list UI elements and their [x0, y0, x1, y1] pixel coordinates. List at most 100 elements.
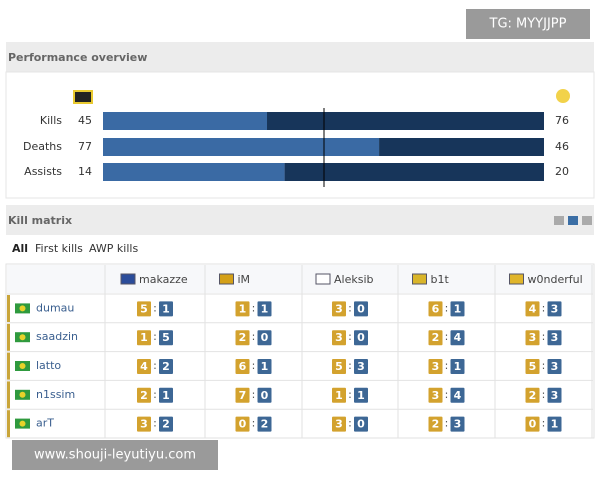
deaths-badge [547, 359, 562, 374]
kills-value: 2 [239, 331, 247, 344]
separator: : [252, 301, 256, 314]
column-header[interactable]: b1t [431, 273, 450, 286]
kills-value: 4 [529, 302, 537, 315]
column-header[interactable]: makazze [139, 273, 188, 286]
bar-segment [103, 163, 285, 181]
deaths-value: 0 [357, 331, 365, 344]
deaths-value: 3 [551, 302, 559, 315]
bar-segment [267, 112, 544, 130]
deaths-badge [159, 330, 173, 346]
stat-label: Kills [40, 114, 62, 127]
bar-segment [103, 138, 380, 156]
kills-value: 3 [432, 360, 440, 373]
deaths-value: 1 [261, 360, 269, 373]
kills-value: 1 [140, 331, 148, 344]
tab[interactable]: All [12, 242, 28, 255]
kills-value: 6 [239, 360, 247, 373]
deaths-value: 1 [551, 418, 559, 431]
bar-segment [379, 138, 544, 156]
column-header[interactable]: w0nderful [528, 273, 583, 286]
section-title: Kill matrix [8, 214, 72, 227]
deaths-badge [354, 387, 368, 403]
deaths-value: 1 [454, 360, 462, 373]
deaths-badge [159, 359, 173, 374]
deaths-value: 1 [454, 302, 462, 315]
kills-badge [235, 416, 250, 432]
bar-segment [103, 112, 268, 130]
watermark-box [12, 440, 218, 470]
watermark: TG: MYYJJPP [489, 17, 567, 32]
column-header[interactable]: iM [238, 273, 251, 286]
deaths-badge [159, 301, 173, 317]
player-name[interactable]: saadzin [36, 330, 78, 343]
flag-center [19, 363, 26, 369]
deaths-value: 1 [261, 302, 269, 315]
deaths-value: 4 [454, 389, 462, 402]
kills-badge [525, 359, 540, 374]
separator: : [542, 417, 546, 430]
kills-value: 0 [529, 418, 537, 431]
stat-value: 20 [555, 165, 569, 178]
player-name[interactable]: latto [36, 359, 61, 372]
flag [120, 273, 136, 285]
deaths-value: 0 [357, 302, 365, 315]
separator: : [252, 359, 256, 372]
view-icon[interactable] [568, 216, 578, 225]
deaths-badge [159, 416, 173, 432]
separator: : [445, 388, 449, 401]
watermark: www.shouji-leyutiyu.com [34, 448, 196, 463]
view-icon[interactable] [582, 216, 592, 225]
stat-label: Assists [24, 165, 62, 178]
deaths-value: 3 [454, 418, 462, 431]
separator: : [348, 388, 352, 401]
separator: : [252, 417, 256, 430]
deaths-badge [354, 416, 368, 432]
deaths-badge [547, 330, 562, 346]
row-accent [7, 323, 10, 351]
kills-value: 3 [335, 302, 343, 315]
stat-value: 14 [78, 165, 92, 178]
deaths-badge [547, 301, 562, 317]
deaths-badge [547, 416, 562, 432]
separator: : [445, 417, 449, 430]
player-name[interactable]: arT [36, 417, 54, 430]
deaths-value: 1 [357, 389, 365, 402]
tab[interactable]: First kills [35, 242, 83, 255]
kills-badge [235, 330, 250, 346]
deaths-value: 3 [551, 360, 559, 373]
kills-value: 3 [335, 331, 343, 344]
kills-value: 2 [140, 389, 148, 402]
kills-value: 1 [335, 389, 343, 402]
flag [219, 273, 234, 285]
deaths-value: 2 [162, 418, 170, 431]
kills-badge [137, 301, 151, 317]
view-icon[interactable] [554, 216, 564, 225]
kills-value: 5 [335, 360, 343, 373]
kills-value: 6 [432, 302, 440, 315]
deaths-badge [257, 387, 272, 403]
table-header [7, 265, 593, 293]
kills-value: 4 [140, 360, 148, 373]
row-accent [7, 295, 10, 322]
separator: : [153, 301, 157, 314]
kills-badge [525, 330, 540, 346]
player-name[interactable]: dumau [36, 301, 74, 314]
deaths-value: 1 [162, 302, 170, 315]
row-accent [7, 410, 10, 438]
kills-badge [137, 416, 151, 432]
separator: : [542, 301, 546, 314]
separator: : [348, 359, 352, 372]
deaths-badge [257, 301, 272, 317]
flag [412, 273, 427, 285]
kills-value: 2 [529, 389, 537, 402]
flag-center [19, 391, 26, 398]
column-header[interactable]: Aleksib [334, 273, 374, 286]
player-name[interactable]: n1ssim [36, 388, 75, 401]
deaths-badge [257, 330, 272, 346]
deaths-value: 0 [261, 389, 269, 402]
deaths-badge [450, 387, 465, 403]
kills-value: 0 [239, 418, 247, 431]
tab[interactable]: AWP kills [89, 242, 138, 255]
separator: : [153, 417, 157, 430]
